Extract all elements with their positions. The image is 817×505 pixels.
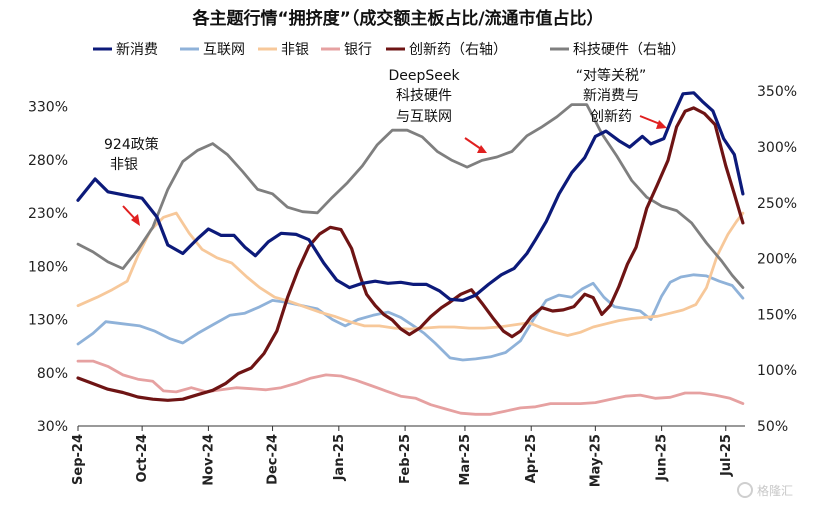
annotation-tariff-arrowhead	[656, 120, 667, 129]
series-line-3	[76, 359, 745, 416]
y-left-tick-label-4: 230%	[28, 206, 68, 222]
series-line-5	[76, 103, 745, 289]
x-tick-label-0: Sep-24	[71, 434, 86, 485]
watermark-text: 格隆汇	[757, 483, 793, 498]
y-right-tick-label-5: 300%	[757, 140, 797, 156]
y-left-tick-label-6: 330%	[28, 100, 68, 116]
series-line-2	[76, 211, 745, 337]
x-tick-label-3: Dec-24	[266, 434, 281, 485]
x-tick-label-1: Oct-24	[135, 434, 150, 482]
annotation-tariff-line-1: 新消费与	[583, 88, 639, 104]
x-tick-label-8: May-25	[588, 434, 603, 487]
x-tick-label-9: Jun-25	[655, 434, 670, 482]
annotation-924-line-0: 924政策	[104, 136, 159, 153]
watermark: 格隆汇	[737, 482, 793, 498]
annotation-tariff-arrow	[639, 115, 661, 125]
series-line-4	[76, 106, 745, 402]
y-left-tick-label-3: 180%	[28, 259, 68, 275]
x-tick-label-6: Mar-25	[458, 434, 473, 486]
annotation-924: 924政策 非银	[104, 136, 159, 226]
x-tick-label-7: Apr-25	[524, 434, 539, 483]
annotation-deepseek-line-0: DeepSeek	[388, 68, 460, 84]
annotation-924-arrowhead	[131, 214, 140, 226]
series-lines	[76, 91, 745, 416]
axes: Sep-24 Oct-24 Nov-24 Dec-24 Jan-25 Feb-25 Mar-…	[28, 84, 797, 487]
legend-label-3: 银行	[344, 42, 372, 58]
annotation-deepseek-arrow	[464, 137, 482, 150]
chart-title: 各主题行情“拥挤度”（成交额主板占比/流通市值占比）	[191, 8, 603, 29]
x-tick-label-4: Jan-25	[332, 434, 347, 481]
y-right-tick-label-2: 150%	[757, 307, 797, 323]
annotation-924-line-1: 非银	[110, 157, 138, 173]
legend-label-5: 科技硬件（右轴）	[573, 42, 685, 58]
y-right-tick-label-4: 250%	[757, 196, 797, 212]
y-left-tick-label-0: 30%	[37, 419, 68, 435]
y-right-tick-label-6: 350%	[757, 84, 797, 100]
y-left-tick-label-2: 130%	[28, 313, 68, 329]
annotation-deepseek-line-1: 科技硬件	[396, 88, 452, 104]
x-tick-label-2: Nov-24	[201, 434, 216, 486]
series-line-0	[76, 91, 745, 302]
x-tick-label-10: Jul-25	[719, 434, 734, 477]
annotation-tariff-line-2: 创新药	[590, 109, 632, 125]
y-left-tick-label-1: 80%	[37, 366, 68, 382]
legend-label-2: 非银	[281, 42, 309, 58]
annotation-deepseek-line-2: 与互联网	[396, 109, 452, 125]
y-right-tick-label-3: 200%	[757, 252, 797, 268]
x-tick-label-5: Feb-25	[398, 434, 413, 484]
y-right-tick-label-1: 100%	[757, 363, 797, 379]
annotation-tariff: “对等关税” 新消费与 创新药	[576, 67, 667, 129]
y-left-tick-label-5: 280%	[28, 153, 68, 169]
legend: 新消费 互联网 非银 银行 创新药（右轴） 科技硬件（右轴）	[93, 42, 685, 58]
legend-label-1: 互联网	[203, 42, 245, 58]
annotation-tariff-line-0: “对等关税”	[576, 67, 647, 84]
legend-label-4: 创新药（右轴）	[409, 42, 507, 58]
y-right-tick-label-0: 50%	[757, 419, 788, 435]
watermark-logo-icon	[737, 482, 753, 498]
annotation-deepseek: DeepSeek 科技硬件 与互联网	[388, 68, 487, 153]
annotation-deepseek-arrowhead	[477, 145, 487, 153]
legend-label-0: 新消费	[116, 42, 158, 58]
